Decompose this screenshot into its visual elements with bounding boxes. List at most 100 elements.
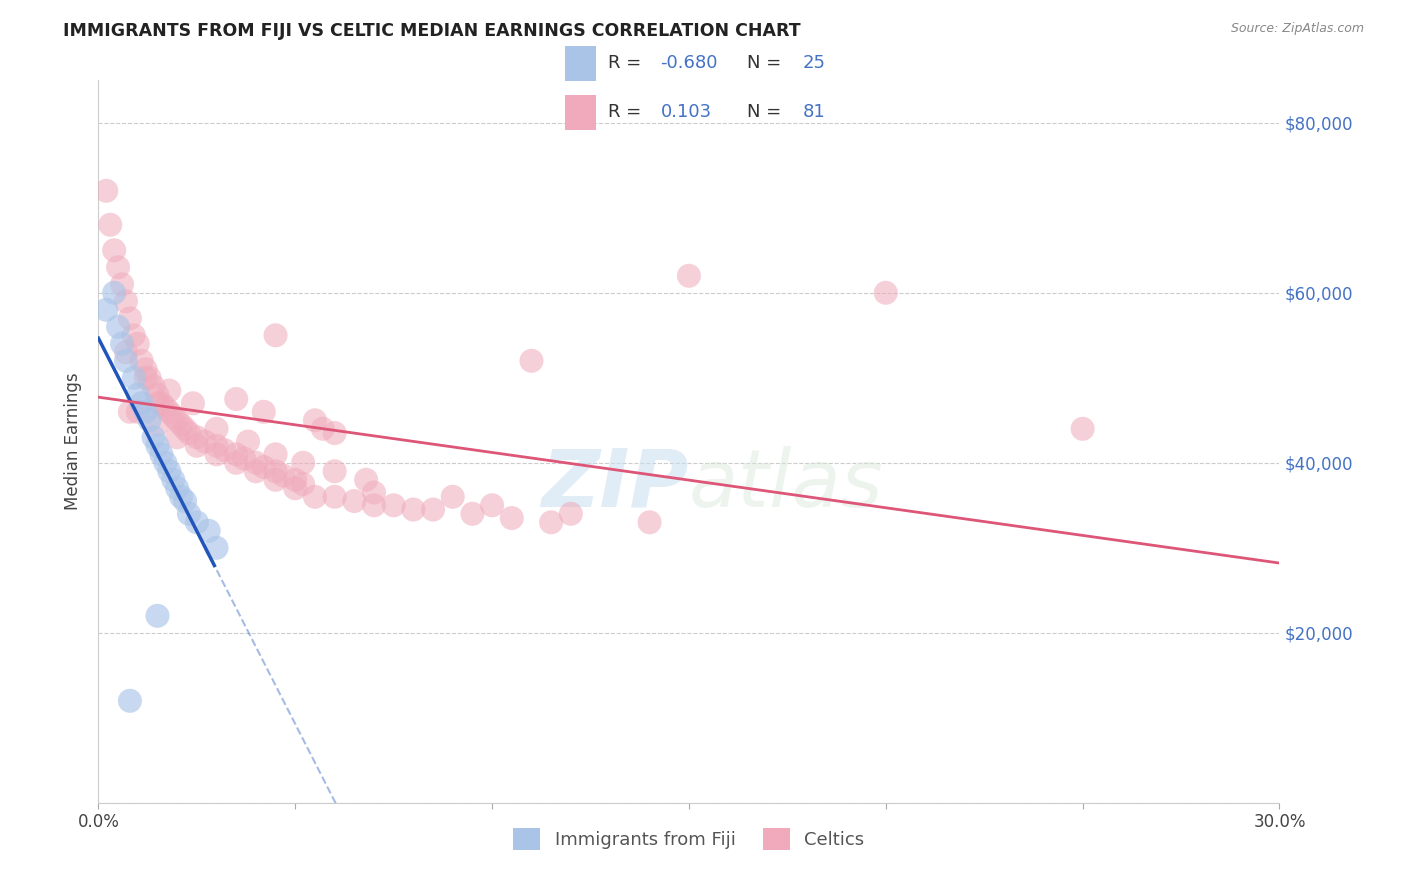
Point: [205, 447, 228, 461]
Point: [253, 405, 276, 419]
Point: [441, 490, 464, 504]
Point: [135, 371, 157, 385]
Point: [205, 439, 228, 453]
Point: [323, 425, 346, 440]
Point: [96, 184, 118, 198]
Point: [382, 498, 405, 512]
Point: [146, 388, 169, 402]
Point: [205, 422, 228, 436]
Point: [343, 494, 366, 508]
Point: [135, 405, 157, 419]
Point: [194, 434, 217, 449]
Point: [264, 473, 287, 487]
Point: [292, 477, 315, 491]
Point: [638, 516, 661, 530]
Point: [312, 422, 335, 436]
Point: [162, 409, 184, 423]
Point: [155, 401, 177, 415]
Point: [127, 405, 149, 419]
Point: [157, 384, 180, 398]
Point: [138, 371, 160, 385]
Point: [236, 434, 259, 449]
Point: [177, 425, 200, 440]
Point: [225, 456, 247, 470]
Point: [174, 494, 197, 508]
FancyBboxPatch shape: [565, 95, 596, 130]
Text: atlas: atlas: [689, 446, 884, 524]
Text: ZIP: ZIP: [541, 446, 689, 524]
Text: R =: R =: [607, 103, 647, 120]
Point: [115, 353, 138, 368]
Point: [560, 507, 582, 521]
Point: [142, 430, 165, 444]
Point: [170, 490, 193, 504]
Point: [111, 336, 134, 351]
Point: [205, 541, 228, 555]
Point: [225, 392, 247, 406]
Point: [1071, 422, 1094, 436]
Text: N =: N =: [747, 103, 787, 120]
Point: [118, 694, 141, 708]
Point: [111, 277, 134, 292]
Point: [181, 396, 204, 410]
Point: [875, 285, 897, 300]
Legend: Immigrants from Fiji, Celtics: Immigrants from Fiji, Celtics: [505, 819, 873, 859]
Point: [131, 396, 153, 410]
Point: [323, 464, 346, 478]
Text: -0.680: -0.680: [661, 54, 718, 72]
Point: [96, 302, 118, 317]
Point: [197, 524, 219, 538]
Point: [422, 502, 444, 516]
Point: [253, 460, 276, 475]
Point: [118, 405, 141, 419]
Point: [146, 396, 169, 410]
Text: Source: ZipAtlas.com: Source: ZipAtlas.com: [1230, 22, 1364, 36]
Point: [146, 417, 169, 432]
Point: [115, 345, 138, 359]
Point: [103, 285, 125, 300]
Point: [186, 516, 208, 530]
Point: [245, 456, 267, 470]
Point: [98, 218, 121, 232]
Point: [284, 473, 307, 487]
Point: [150, 447, 173, 461]
Point: [157, 464, 180, 478]
Point: [127, 336, 149, 351]
Point: [177, 507, 200, 521]
Point: [138, 413, 160, 427]
Point: [135, 362, 157, 376]
Point: [115, 294, 138, 309]
Point: [122, 328, 145, 343]
FancyBboxPatch shape: [565, 46, 596, 81]
Point: [284, 481, 307, 495]
Point: [264, 464, 287, 478]
Text: R =: R =: [607, 54, 647, 72]
Point: [122, 371, 145, 385]
Point: [273, 468, 295, 483]
Point: [162, 473, 184, 487]
Point: [118, 311, 141, 326]
Point: [174, 422, 197, 436]
Point: [107, 260, 129, 275]
Text: 25: 25: [803, 54, 825, 72]
Point: [157, 405, 180, 419]
Point: [363, 485, 385, 500]
Point: [146, 439, 169, 453]
Point: [186, 439, 208, 453]
Point: [103, 244, 125, 258]
Point: [107, 319, 129, 334]
Point: [540, 516, 562, 530]
Point: [214, 443, 236, 458]
Point: [501, 511, 523, 525]
Point: [264, 328, 287, 343]
Point: [678, 268, 700, 283]
Point: [131, 353, 153, 368]
Point: [323, 490, 346, 504]
Point: [402, 502, 425, 516]
Point: [520, 353, 543, 368]
Text: 0.103: 0.103: [661, 103, 711, 120]
Text: IMMIGRANTS FROM FIJI VS CELTIC MEDIAN EARNINGS CORRELATION CHART: IMMIGRANTS FROM FIJI VS CELTIC MEDIAN EA…: [63, 22, 801, 40]
Text: N =: N =: [747, 54, 787, 72]
Point: [166, 481, 188, 495]
Point: [166, 413, 188, 427]
